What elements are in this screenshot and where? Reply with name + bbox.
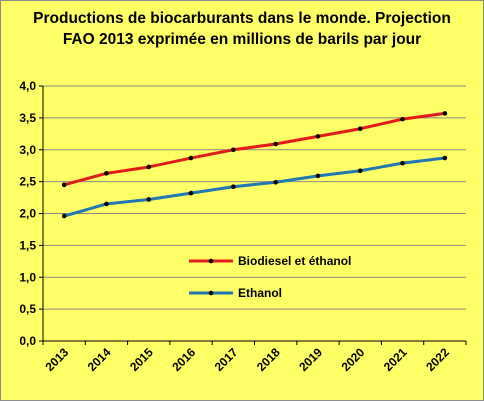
data-point xyxy=(231,147,236,153)
x-tick-label: 2013 xyxy=(42,345,71,374)
data-point xyxy=(231,184,236,190)
data-point xyxy=(146,164,152,170)
data-point xyxy=(188,155,194,161)
x-tick-label: 2017 xyxy=(212,345,241,374)
data-point xyxy=(104,201,109,207)
y-tick-label: 2,0 xyxy=(19,207,36,221)
data-point xyxy=(104,171,109,176)
legend-label-2: Ethanol xyxy=(238,286,282,300)
y-tick-label: 3,5 xyxy=(19,111,36,125)
data-point xyxy=(400,116,405,122)
x-tick-label: 2022 xyxy=(423,345,452,374)
legend-marker xyxy=(208,290,214,296)
chart-title: Productions de biocarburants dans le mon… xyxy=(0,8,484,50)
y-tick-label: 3,0 xyxy=(19,143,36,157)
x-tick-label: 2015 xyxy=(127,345,156,374)
y-tick-label: 0,5 xyxy=(19,302,36,316)
data-point xyxy=(357,126,363,132)
y-tick-label: 2,5 xyxy=(19,175,36,189)
data-point xyxy=(357,168,363,174)
x-tick-label: 2021 xyxy=(381,345,410,374)
data-point xyxy=(400,160,405,166)
y-tick-label: 0,0 xyxy=(19,334,36,348)
data-point xyxy=(273,179,278,185)
legend-marker xyxy=(208,258,214,264)
y-tick-label: 1,5 xyxy=(19,238,36,252)
x-tick-label: 2018 xyxy=(254,345,283,374)
data-point xyxy=(442,111,448,116)
data-point xyxy=(315,173,321,179)
data-point xyxy=(188,190,194,196)
x-tick-label: 2019 xyxy=(296,345,325,374)
data-point xyxy=(61,213,67,219)
x-tick-label: 2014 xyxy=(85,345,114,374)
x-tick-label: 2016 xyxy=(169,345,198,374)
y-tick-label: 1,0 xyxy=(19,270,36,284)
chart-title-line-2: FAO 2013 exprimée en millions de barils … xyxy=(62,31,422,48)
data-point xyxy=(442,155,448,161)
data-point xyxy=(273,141,278,147)
x-tick-label: 2020 xyxy=(339,345,368,374)
y-tick-label: 4,0 xyxy=(19,79,36,93)
data-point xyxy=(146,197,152,202)
series-line-1 xyxy=(63,111,446,187)
data-point xyxy=(315,134,321,139)
legend-label-1: Biodiesel et éthanol xyxy=(238,254,351,268)
chart-title-line-1: Productions de biocarburants dans le mon… xyxy=(33,10,451,27)
series-line-2 xyxy=(63,156,446,218)
data-point xyxy=(61,182,67,188)
